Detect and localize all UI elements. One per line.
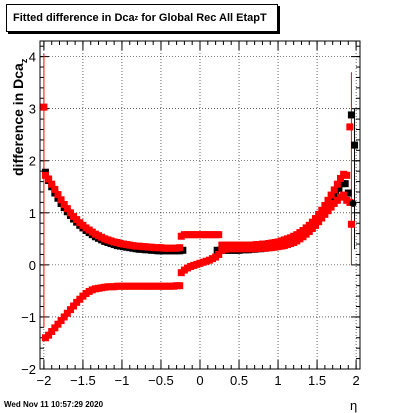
y-axis-label: difference in Dcaz <box>10 59 29 176</box>
data-point <box>332 190 340 198</box>
data-point <box>341 180 349 188</box>
data-point <box>321 202 329 210</box>
data-point <box>315 210 323 218</box>
data-point <box>57 317 65 325</box>
data-point <box>329 195 337 203</box>
y-tick-label: 4 <box>29 50 36 65</box>
data-point <box>349 199 357 207</box>
chart-title-sub: z <box>134 14 139 22</box>
data-point <box>343 171 351 179</box>
data-point <box>344 189 352 197</box>
data-point <box>336 174 344 182</box>
data-point <box>327 203 335 211</box>
y-tick-label: 0 <box>29 258 36 273</box>
data-point <box>63 205 71 213</box>
data-point <box>347 111 355 119</box>
y-tick-label: 1 <box>29 206 36 221</box>
y-tick-label: −2 <box>21 362 36 377</box>
axis-tick-labels: −2 −1.5 −1 −0.5 0 0.5 1 1.5 2 −2 −1 0 1 2 3 4 <box>21 50 360 388</box>
data-point <box>324 196 332 204</box>
data-point <box>54 320 62 328</box>
data-point <box>45 331 53 339</box>
data-point <box>315 218 323 226</box>
x-tick-label: 0 <box>196 373 203 388</box>
data-point <box>312 221 320 229</box>
x-tick-label: −0.5 <box>148 373 174 388</box>
data-point <box>333 180 341 188</box>
data-point <box>54 191 62 199</box>
data-point <box>335 184 343 192</box>
x-tick-label: 1 <box>274 373 281 388</box>
x-tick-label: 2 <box>352 373 359 388</box>
data-point <box>327 191 335 199</box>
data-point <box>60 200 68 208</box>
error-bars <box>43 54 356 328</box>
x-axis-label: η <box>350 398 358 413</box>
y-tick-label: 2 <box>29 154 36 169</box>
data-markers <box>40 103 359 342</box>
plot-frame <box>39 40 361 370</box>
data-point <box>51 185 59 193</box>
data-point <box>57 196 65 204</box>
data-point <box>321 210 329 218</box>
data-point <box>330 186 338 194</box>
data-point <box>318 206 326 214</box>
data-point <box>215 231 223 239</box>
data-point <box>66 306 74 314</box>
data-point <box>40 103 48 111</box>
chart-title: Fitted difference in Dca z for Global Rec… <box>6 4 278 32</box>
chart-title-tail: for Global Rec All EtapT <box>138 12 267 24</box>
data-point <box>318 214 326 222</box>
data-point <box>51 324 59 332</box>
y-tick-label: −1 <box>21 310 36 325</box>
data-point <box>176 244 184 252</box>
data-point <box>340 191 348 199</box>
data-point <box>176 282 184 290</box>
data-point <box>45 175 53 183</box>
x-tick-label: 0.5 <box>230 373 248 388</box>
data-point <box>215 250 223 258</box>
axis-ticks <box>40 41 360 370</box>
data-point <box>60 313 68 321</box>
data-point <box>63 309 71 317</box>
data-point <box>41 171 49 179</box>
y-tick-label: 3 <box>29 102 36 117</box>
y-axis-label-main: difference in Dca <box>10 63 26 176</box>
data-point <box>66 209 74 217</box>
data-point <box>48 328 56 336</box>
data-point <box>48 180 56 188</box>
x-tick-label: −2 <box>36 373 51 388</box>
x-tick-label: −1.5 <box>70 373 96 388</box>
data-point <box>70 302 78 310</box>
x-tick-label: −1 <box>115 373 130 388</box>
data-point <box>351 141 359 149</box>
timestamp-footer: Wed Nov 11 10:57:29 2020 <box>4 400 104 409</box>
data-point <box>346 123 354 131</box>
chart-title-main: Fitted difference in Dca <box>13 12 135 24</box>
data-point <box>324 207 332 215</box>
grid-lines <box>40 41 360 370</box>
data-point <box>347 220 355 228</box>
y-axis-label-sub: z <box>18 58 29 64</box>
x-tick-label: 1.5 <box>308 373 326 388</box>
